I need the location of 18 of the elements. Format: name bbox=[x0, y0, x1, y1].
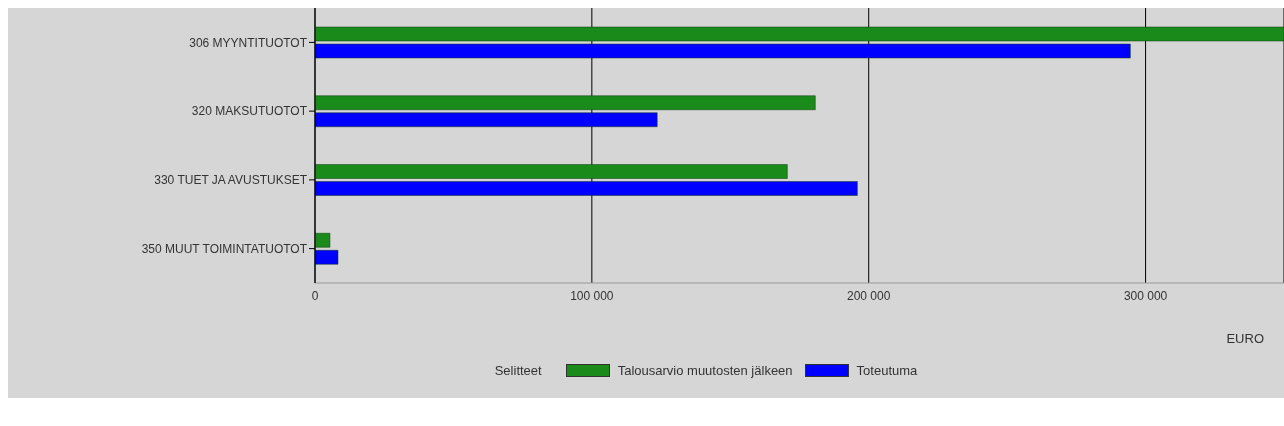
bar bbox=[315, 181, 858, 196]
bar bbox=[315, 250, 339, 265]
x-axis-title: EURO bbox=[1226, 331, 1264, 346]
y-tick-label: 320 MAKSUTUOTOT bbox=[191, 104, 308, 119]
x-tick-label: 200 000 bbox=[847, 288, 891, 303]
legend-label: Toteutuma bbox=[855, 363, 918, 378]
x-tick-label: 0 bbox=[311, 288, 319, 303]
legend-title: Selitteet bbox=[494, 363, 542, 378]
bar bbox=[315, 233, 331, 248]
x-tick-label: 300 000 bbox=[1123, 288, 1168, 303]
bar bbox=[315, 164, 788, 179]
y-tick-label: 306 MYYNTITUOTOT bbox=[189, 35, 308, 50]
y-tick-label: 330 TUET JA AVUSTUKSET bbox=[154, 173, 308, 188]
bar bbox=[315, 112, 658, 127]
bar bbox=[315, 95, 816, 110]
y-tick-label: 350 MUUT TOIMINTATUOTOT bbox=[141, 241, 308, 256]
legend-label: Talousarvio muutosten jälkeen bbox=[616, 363, 793, 378]
x-tick-label: 100 000 bbox=[570, 288, 614, 303]
